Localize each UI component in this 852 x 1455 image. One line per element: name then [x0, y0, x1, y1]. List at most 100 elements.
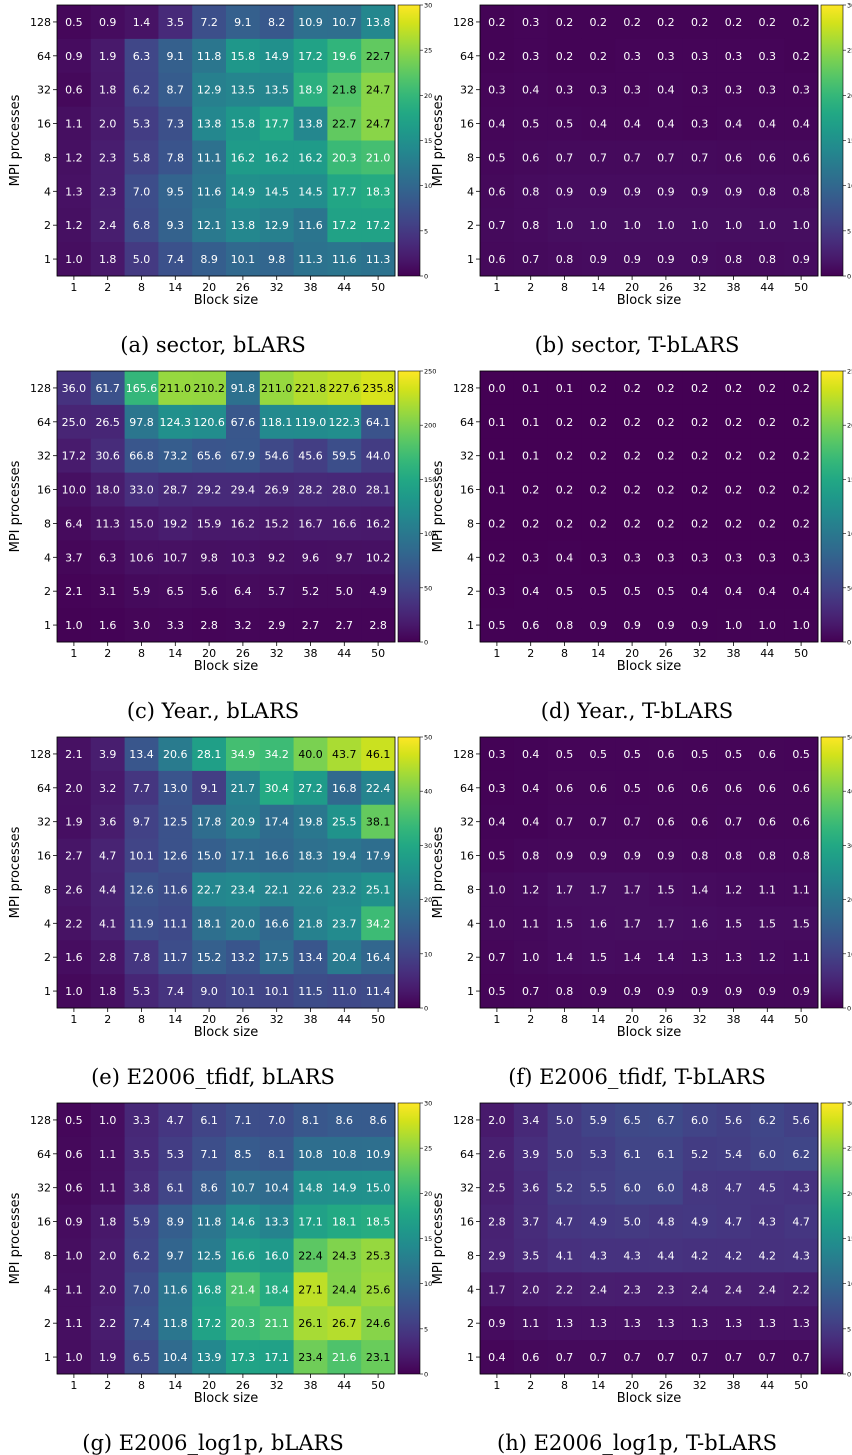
- cell-value-label: 1.0: [65, 1249, 83, 1262]
- heatmap-cell: [716, 404, 751, 440]
- heatmap-cell: [513, 1204, 548, 1239]
- y-tick-label: 2: [467, 585, 474, 598]
- y-tick-label: 1: [467, 1351, 474, 1364]
- cell-value-label: 0.3: [488, 782, 506, 795]
- heatmap-cell: [581, 472, 616, 507]
- cell-value-label: 10.1: [129, 850, 154, 863]
- cell-value-label: 11.6: [163, 883, 188, 896]
- y-tick-label: 2: [44, 585, 51, 598]
- heatmap-cell: [293, 1238, 328, 1273]
- heatmap-cell: [547, 1136, 582, 1172]
- heatmap-cell: [513, 1136, 548, 1172]
- heatmap-cell: [327, 1204, 362, 1239]
- colorbar: [820, 736, 844, 1009]
- cell-value-label: 16.2: [231, 517, 256, 530]
- colorbar: [820, 370, 844, 643]
- cell-value-label: 5.2: [691, 1148, 709, 1161]
- cell-value-label: 25.5: [332, 816, 357, 829]
- heatmap-cell: [327, 1238, 362, 1273]
- heatmap-cell: [547, 1272, 582, 1307]
- x-tick-label: 32: [693, 647, 707, 660]
- cell-value-label: 46.1: [366, 748, 391, 761]
- heatmap-cell: [158, 974, 193, 1009]
- cell-value-label: 13.3: [264, 1216, 289, 1229]
- heatmap-cell: [480, 106, 515, 141]
- y-axis-label: MPI processes: [431, 1192, 446, 1284]
- cell-value-label: 11.9: [129, 917, 154, 930]
- cell-value-label: 4.4: [657, 1249, 675, 1262]
- cell-value-label: 5.3: [167, 1148, 185, 1161]
- cell-value-label: 0.3: [590, 551, 608, 564]
- cell-value-label: 0.5: [725, 748, 743, 761]
- x-tick-label: 1: [493, 647, 500, 660]
- cell-value-label: 18.4: [264, 1283, 289, 1296]
- y-tick-label: 16: [37, 118, 51, 131]
- heatmap-cell: [158, 940, 193, 975]
- heatmap-cell: [293, 737, 328, 772]
- heatmap-frame: [56, 370, 396, 643]
- heatmap-cell: [158, 506, 193, 541]
- cell-value-label: 1.1: [522, 917, 540, 930]
- heatmap-cell: [259, 1170, 294, 1206]
- heatmap-cell: [192, 5, 227, 40]
- y-tick-label: 128: [453, 16, 474, 29]
- y-tick-label: 4: [467, 1283, 474, 1296]
- heatmap-cell: [784, 1170, 819, 1206]
- heatmap-cell: [480, 770, 515, 806]
- cell-value-label: 0.3: [522, 16, 540, 29]
- heatmap-cell: [513, 1340, 548, 1375]
- heatmap-cell: [192, 608, 227, 643]
- x-tick-label: 50: [794, 281, 808, 294]
- cell-value-label: 11.8: [163, 1317, 188, 1330]
- cell-value-label: 4.3: [590, 1249, 608, 1262]
- x-tick-label: 8: [561, 647, 568, 660]
- cell-value-label: 4.1: [99, 917, 117, 930]
- heatmap-cell: [480, 438, 515, 474]
- cell-value-label: 0.5: [488, 850, 506, 863]
- heatmap-cell: [124, 242, 159, 277]
- x-tick-label: 2: [104, 1379, 111, 1392]
- y-axis-label: MPI processes: [8, 460, 23, 552]
- cell-value-label: 11.3: [298, 253, 323, 266]
- cell-value-label: 0.7: [759, 1351, 777, 1364]
- cell-value-label: 1.8: [99, 84, 117, 97]
- heatmap-cell: [581, 106, 616, 141]
- heatmap-cell: [124, 838, 159, 873]
- panel-caption: (e) E2006_tfidf, bLARS: [91, 1065, 335, 1089]
- heatmap-cell: [226, 1272, 261, 1307]
- x-tick-label: 44: [337, 281, 351, 294]
- colorbar-tick-label: 5: [847, 1325, 851, 1333]
- heatmap-cell: [480, 906, 515, 941]
- cell-value-label: 0.5: [488, 619, 506, 632]
- cell-value-label: 0.2: [623, 450, 641, 463]
- heatmap-cell: [615, 208, 650, 243]
- heatmap-cell: [716, 608, 751, 643]
- cell-value-label: 0.9: [590, 185, 608, 198]
- heatmap-cell: [784, 974, 819, 1009]
- cell-value-label: 0.6: [759, 748, 777, 761]
- heatmap-cell: [192, 1272, 227, 1307]
- cell-value-label: 0.2: [522, 517, 540, 530]
- cell-value-label: 0.2: [623, 382, 641, 395]
- heatmap-cell: [750, 838, 785, 873]
- heatmap-cell: [750, 872, 785, 907]
- cell-value-label: 0.6: [65, 1148, 83, 1161]
- heatmap-cell: [750, 438, 785, 474]
- x-tick-label: 44: [760, 647, 774, 660]
- heatmap-cell: [581, 1272, 616, 1307]
- cell-value-label: 0.5: [556, 748, 574, 761]
- heatmap-cell: [259, 974, 294, 1009]
- cell-value-label: 0.5: [691, 748, 709, 761]
- cell-value-label: 4.2: [691, 1249, 709, 1262]
- heatmap-cell: [547, 506, 582, 541]
- heatmap-cell: [581, 872, 616, 907]
- cell-value-label: 0.3: [725, 84, 743, 97]
- heatmap-cell: [615, 72, 650, 108]
- heatmap-cell: [649, 974, 684, 1009]
- cell-value-label: 7.1: [200, 1148, 218, 1161]
- heatmap-cell: [293, 1170, 328, 1206]
- cell-value-label: 13.9: [197, 1351, 222, 1364]
- heatmap-cell: [513, 106, 548, 141]
- cell-value-label: 1.3: [65, 185, 83, 198]
- cell-value-label: 1.3: [691, 951, 709, 964]
